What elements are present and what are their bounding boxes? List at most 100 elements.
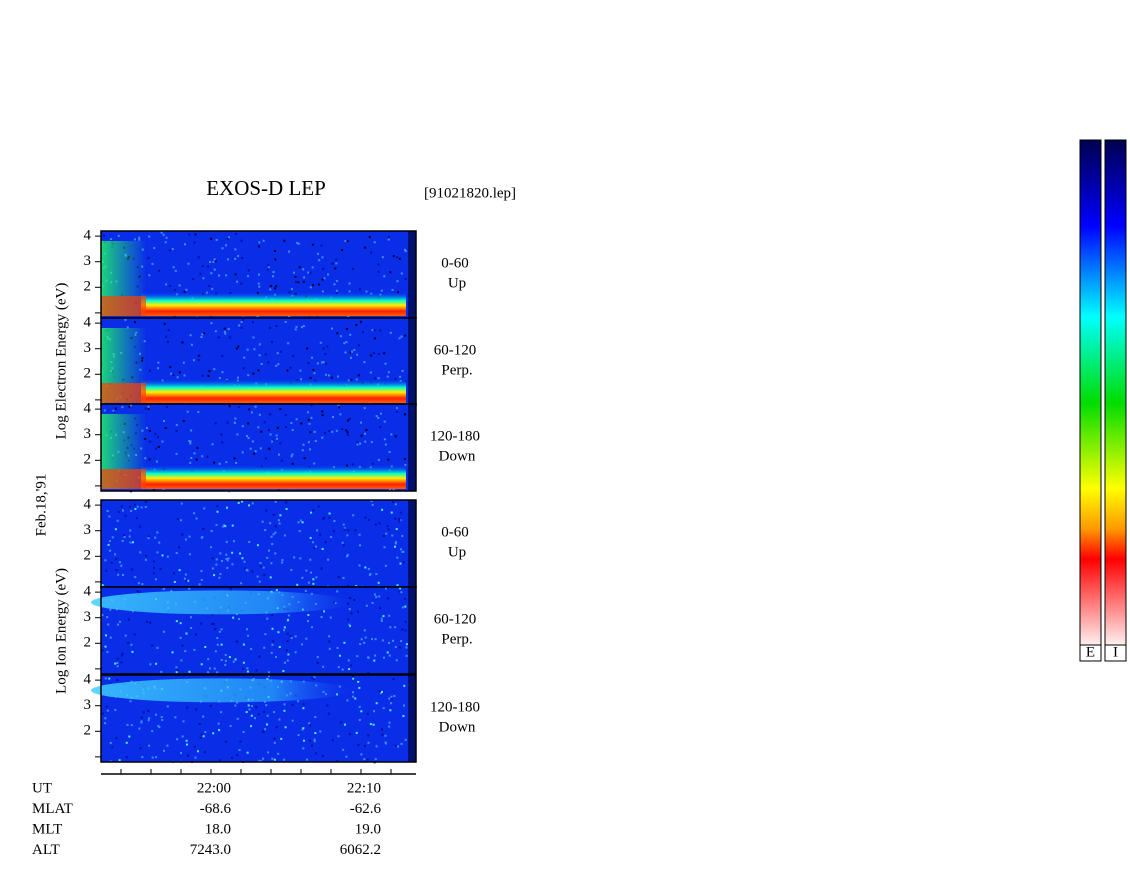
noise-dot: [336, 646, 339, 649]
noise-dot: [335, 429, 338, 432]
noise-dot: [370, 441, 373, 444]
noise-dot: [275, 726, 278, 729]
noise-dot: [259, 562, 262, 565]
noise-dot: [273, 249, 276, 252]
noise-dot: [388, 697, 391, 700]
noise-dot: [399, 519, 402, 522]
noise-dot: [343, 641, 346, 644]
noise-dot: [223, 524, 226, 527]
noise-dot: [258, 285, 261, 288]
noise-dot: [134, 507, 137, 510]
noise-dot: [326, 345, 329, 348]
noise-dot: [255, 705, 258, 708]
noise-dot: [161, 718, 164, 721]
noise-dot: [404, 334, 407, 337]
noise-dot: [398, 517, 401, 520]
noise-dot: [272, 533, 275, 536]
noise-dot: [346, 327, 349, 330]
noise-dot: [231, 563, 234, 566]
noise-dot: [388, 614, 391, 617]
noise-dot: [297, 734, 300, 737]
noise-dot: [260, 430, 263, 433]
noise-dot: [130, 510, 133, 513]
noise-dot: [390, 433, 393, 436]
noise-dot: [286, 619, 289, 622]
noise-dot: [225, 461, 228, 464]
noise-dot: [213, 461, 216, 464]
noise-dot: [360, 638, 363, 641]
noise-dot: [111, 746, 114, 749]
noise-dot: [246, 275, 249, 278]
noise-dot: [189, 461, 192, 464]
noise-dot: [154, 713, 157, 716]
y-tick-label: 2: [84, 452, 92, 468]
noise-dot: [178, 546, 181, 549]
noise-dot: [333, 520, 336, 523]
noise-dot: [329, 616, 332, 619]
noise-dot: [185, 632, 188, 635]
noise-dot: [257, 369, 260, 372]
noise-dot: [180, 659, 183, 662]
noise-dot: [200, 578, 203, 581]
noise-dot: [396, 280, 399, 283]
noise-dot: [126, 326, 129, 329]
noise-dot: [349, 351, 352, 354]
noise-dot: [385, 532, 388, 535]
noise-dot: [223, 330, 226, 333]
pitch-angle: 60-120: [434, 342, 477, 358]
noise-dot: [226, 566, 229, 569]
noise-dot: [128, 535, 131, 538]
noise-dot: [239, 552, 242, 555]
noise-dot: [155, 460, 158, 463]
noise-dot: [357, 374, 360, 377]
noise-dot: [308, 422, 311, 425]
noise-dot: [129, 505, 132, 508]
noise-dot: [353, 599, 356, 602]
noise-dot: [343, 527, 346, 530]
noise-dot: [293, 556, 296, 559]
noise-dot: [102, 402, 105, 405]
noise-dot: [131, 541, 134, 544]
noise-dot: [181, 735, 184, 738]
noise-dot: [297, 281, 300, 284]
noise-dot: [214, 650, 217, 653]
noise-dot: [214, 330, 217, 333]
noise-dot: [301, 449, 304, 452]
noise-dot: [402, 704, 405, 707]
noise-dot: [234, 273, 237, 276]
noise-dot: [190, 457, 193, 460]
noise-dot: [258, 245, 261, 248]
noise-dot: [227, 258, 230, 261]
noise-dot: [258, 354, 261, 357]
noise-dot: [356, 441, 359, 444]
noise-dot: [243, 356, 246, 359]
noise-dot: [337, 576, 340, 579]
noise-dot: [352, 514, 355, 517]
noise-dot: [348, 290, 351, 293]
noise-dot: [246, 348, 249, 351]
noise-dot: [342, 576, 345, 579]
noise-dot: [381, 508, 384, 511]
noise-dot: [380, 289, 383, 292]
noise-dot: [265, 704, 268, 707]
noise-dot: [331, 739, 334, 742]
noise-dot: [312, 541, 315, 544]
noise-dot: [387, 236, 390, 239]
noise-dot: [115, 737, 118, 740]
noise-dot: [113, 410, 116, 413]
y-tick-label: 4: [84, 584, 92, 600]
noise-dot: [241, 667, 244, 670]
noise-dot: [346, 553, 349, 556]
noise-dot: [316, 362, 319, 365]
noise-dot: [312, 582, 315, 585]
noise-dot: [253, 348, 256, 351]
noise-dot: [176, 668, 179, 671]
noise-dot: [379, 329, 382, 332]
noise-dot: [151, 262, 154, 265]
noise-dot: [188, 535, 191, 538]
noise-dot: [367, 741, 370, 744]
noise-dot: [109, 549, 112, 552]
noise-dot: [309, 571, 312, 574]
noise-dot: [363, 407, 366, 410]
noise-dot: [306, 347, 309, 350]
